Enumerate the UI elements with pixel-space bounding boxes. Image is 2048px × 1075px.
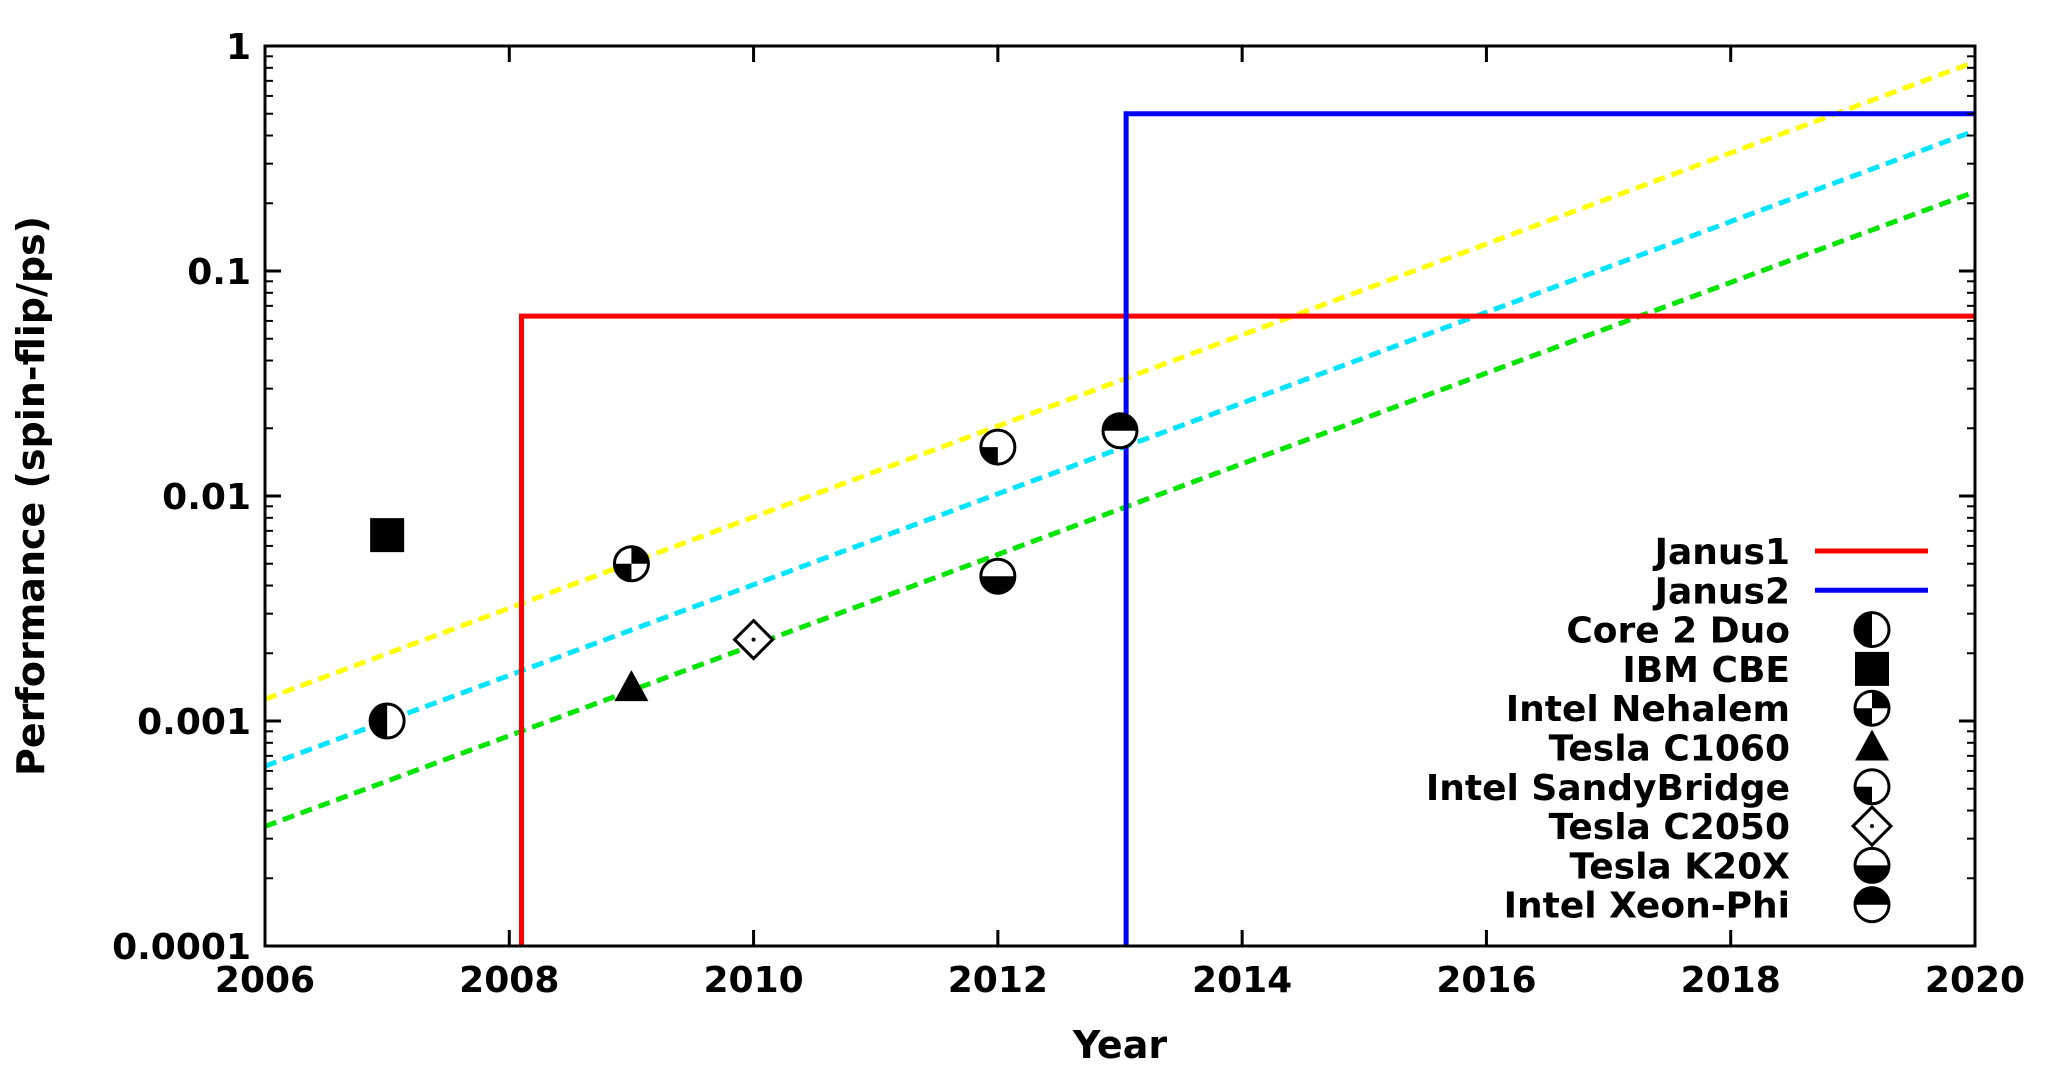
marker-fill xyxy=(1855,786,1872,804)
step-line-janus2 xyxy=(1123,111,1975,946)
step-lines xyxy=(519,111,1975,946)
marker-fill xyxy=(614,670,649,702)
x-tick-label: 2018 xyxy=(1681,960,1781,1001)
marker-fill xyxy=(1855,887,1889,905)
marker-fill xyxy=(1870,824,1874,829)
legend-label-janus1: Janus1 xyxy=(1652,532,1790,573)
marker-fill xyxy=(1855,865,1889,883)
legend-label-tesla-c2050: Tesla C2050 xyxy=(1549,807,1790,848)
tick-labels: 2006 2008 2010 2012 2014 2016 2018 2020 0.0001 0.… xyxy=(112,27,2025,1001)
marker-fill xyxy=(1103,413,1137,431)
marker-fill xyxy=(751,637,756,642)
marker-fill xyxy=(614,563,632,581)
y-tick-label: 1 xyxy=(226,27,251,68)
legend-marker-core-2-duo xyxy=(1853,611,1891,649)
legend-label-intel-sandybridge: Intel SandyBridge xyxy=(1426,768,1790,809)
marker-fill xyxy=(1855,729,1889,761)
x-tick-label: 2006 xyxy=(215,960,315,1001)
legend-label-core-2-duo: Core 2 Duo xyxy=(1566,611,1790,652)
marker-fill xyxy=(370,704,388,738)
data-point-tesla-c2050 xyxy=(732,618,775,661)
x-tick-label: 2008 xyxy=(459,960,559,1001)
data-point-intel-nehalem xyxy=(612,545,650,583)
trend-line-1 xyxy=(264,59,1976,702)
legend-marker-tesla-c1060 xyxy=(1855,729,1889,761)
data-point-tesla-k20x xyxy=(979,557,1017,595)
data-point-ibm-cbe xyxy=(370,518,405,553)
legend-marker-ibm-cbe xyxy=(1855,651,1889,686)
marker-fill xyxy=(1855,708,1872,726)
data-point-intel-sandybridge xyxy=(979,428,1017,466)
data-point-core-2-duo xyxy=(368,702,406,740)
marker-fill xyxy=(370,518,405,553)
y-tick-label: 0.01 xyxy=(162,477,251,518)
legend-marker-intel-nehalem xyxy=(1853,689,1891,727)
y-tick-label: 0.0001 xyxy=(112,927,251,968)
legend-marker-tesla-k20x xyxy=(1853,846,1891,884)
data-points xyxy=(368,412,1139,740)
x-tick-label: 2016 xyxy=(1436,960,1536,1001)
marker-fill xyxy=(1855,612,1872,647)
legend-label-intel-nehalem: Intel Nehalem xyxy=(1506,689,1790,730)
marker-fill xyxy=(631,546,649,564)
y-tick-label: 0.001 xyxy=(137,702,251,743)
axes xyxy=(263,44,1977,948)
legend-marker-intel-xeon-phi xyxy=(1853,886,1891,924)
x-tick-label: 2020 xyxy=(1925,960,2025,1001)
x-tick-label: 2012 xyxy=(948,960,1048,1001)
legend-marker-tesla-c2050 xyxy=(1850,804,1894,848)
data-point-tesla-c1060 xyxy=(614,670,649,702)
marker-fill xyxy=(980,576,1015,594)
y-tick-label: 0.1 xyxy=(187,252,251,293)
legend-label-tesla-c1060: Tesla C1060 xyxy=(1549,729,1790,770)
marker-fill xyxy=(980,447,998,465)
y-axis-title: Performance (spin-flip/ps) xyxy=(9,216,53,776)
legend-label-janus2: Janus2 xyxy=(1652,571,1790,612)
x-axis-title: Year xyxy=(1072,1023,1167,1067)
legend-marker-intel-sandybridge xyxy=(1853,768,1891,806)
marker-fill xyxy=(1855,651,1889,686)
legend-label-intel-xeon-phi: Intel Xeon-Phi xyxy=(1504,886,1790,927)
x-tick-label: 2010 xyxy=(703,960,803,1001)
data-point-intel-xeon-phi xyxy=(1101,412,1139,450)
legend-label-tesla-k20x: Tesla K20X xyxy=(1569,846,1790,887)
marker-fill xyxy=(1872,691,1889,709)
x-tick-label: 2014 xyxy=(1192,960,1292,1001)
legend-label-ibm-cbe: IBM CBE xyxy=(1622,650,1790,691)
step-line-janus1 xyxy=(519,313,1975,946)
